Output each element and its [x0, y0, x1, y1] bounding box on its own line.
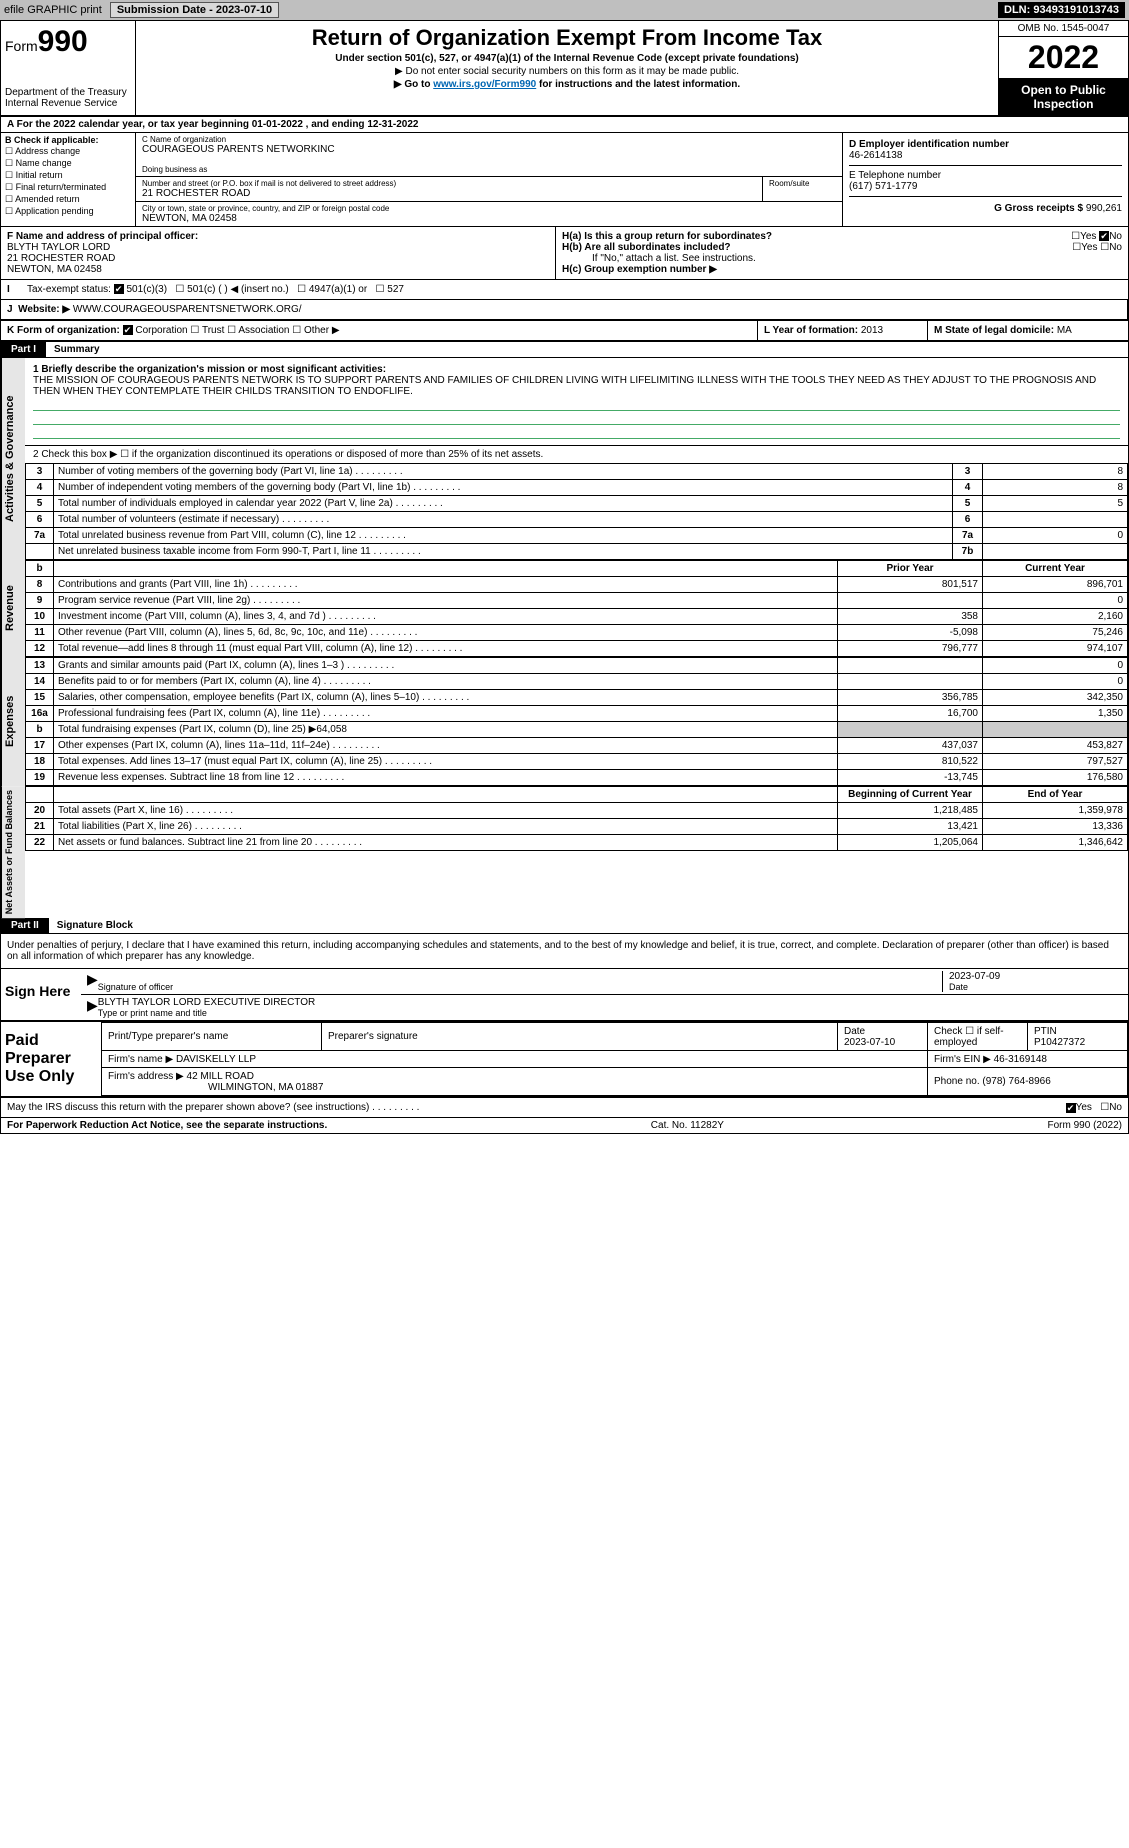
mission-block: 1 Briefly describe the organization's mi…: [25, 358, 1128, 446]
discuss-row: May the IRS discuss this return with the…: [1, 1098, 1128, 1118]
chk-address[interactable]: ☐ Address change: [5, 146, 131, 157]
form-body: Form990 Department of the Treasury Inter…: [0, 20, 1129, 1134]
subtitle-1: Under section 501(c), 527, or 4947(a)(1)…: [144, 53, 990, 64]
arrow-icon: ▶: [87, 997, 98, 1018]
activities-governance: Activities & Governance 1 Briefly descri…: [1, 358, 1128, 560]
top-bar: efile GRAPHIC print Submission Date - 20…: [0, 0, 1129, 20]
part2-header: Part IISignature Block: [1, 918, 1128, 934]
row-m: M State of legal domicile: MA: [928, 321, 1128, 340]
box-e: E Telephone number(617) 571-1779: [849, 166, 1122, 197]
row-f-h: F Name and address of principal officer:…: [1, 227, 1128, 280]
footer: For Paperwork Reduction Act Notice, see …: [1, 1118, 1128, 1133]
website-value: WWW.COURAGEOUSPARENTSNETWORK.ORG/: [73, 304, 302, 315]
sign-here: Sign Here ▶ Signature of officer 2023-07…: [1, 968, 1128, 1020]
row-i: I Tax-exempt status: ✔ 501(c)(3) ☐ 501(c…: [1, 280, 1128, 300]
chk-name[interactable]: ☐ Name change: [5, 158, 131, 169]
rev-table: bPrior YearCurrent Year 8Contributions a…: [25, 560, 1128, 657]
chk-final[interactable]: ☐ Final return/terminated: [5, 182, 131, 193]
open-inspection: Open to Public Inspection: [999, 79, 1128, 115]
room-cell: Room/suite: [763, 177, 843, 202]
dln-label: DLN: 93493191013743: [998, 2, 1125, 18]
submission-date-button[interactable]: Submission Date - 2023-07-10: [110, 2, 279, 18]
subtitle-2: ▶ Do not enter social security numbers o…: [144, 66, 990, 77]
chk-amended[interactable]: ☐ Amended return: [5, 194, 131, 205]
row-k: K Form of organization: ✔ Corporation ☐ …: [1, 321, 758, 340]
tax-year: 2022: [999, 37, 1128, 79]
netassets-section: Net Assets or Fund Balances Beginning of…: [1, 786, 1128, 918]
omb-number: OMB No. 1545-0047: [999, 21, 1128, 37]
paid-preparer: Paid Preparer Use Only Print/Type prepar…: [1, 1020, 1128, 1098]
box-b: B Check if applicable: ☐ Address change …: [1, 133, 136, 226]
mission-text: THE MISSION OF COURAGEOUS PARENTS NETWOR…: [33, 375, 1096, 397]
irs-link[interactable]: www.irs.gov/Form990: [433, 79, 536, 90]
org-name-cell: C Name of organization COURAGEOUS PARENT…: [136, 133, 843, 177]
exp-table: 13Grants and similar amounts paid (Part …: [25, 657, 1128, 786]
revenue-section: Revenue bPrior YearCurrent Year 8Contrib…: [1, 560, 1128, 657]
corp-checked: ✔: [123, 325, 133, 335]
subtitle-3: ▶ Go to www.irs.gov/Form990 for instruct…: [144, 79, 990, 90]
row-a: A For the 2022 calendar year, or tax yea…: [1, 117, 1128, 133]
chk-pending[interactable]: ☐ Application pending: [5, 206, 131, 217]
arrow-icon: ▶: [87, 971, 98, 992]
efile-label: efile GRAPHIC print: [4, 4, 102, 16]
row-j: J Website: ▶ WWW.COURAGEOUSPARENTSNETWOR…: [1, 300, 1128, 321]
part1-header: Part ISummary: [1, 342, 1128, 358]
box-f: F Name and address of principal officer:…: [1, 227, 556, 279]
ha-no-checked: ✔: [1099, 231, 1109, 241]
dept-label: Department of the Treasury Internal Reve…: [5, 87, 131, 109]
box-c: C Name of organization COURAGEOUS PARENT…: [136, 133, 1128, 226]
chk-initial[interactable]: ☐ Initial return: [5, 170, 131, 181]
firm-name: DAVISKELLY LLP: [176, 1054, 256, 1065]
city-cell: City or town, state or province, country…: [136, 202, 843, 226]
block-b-c: B Check if applicable: ☐ Address change …: [1, 133, 1128, 227]
na-table: Beginning of Current YearEnd of Year 20T…: [25, 786, 1128, 851]
discuss-yes-checked: ✔: [1066, 1103, 1076, 1113]
row-l: L Year of formation: 2013: [758, 321, 928, 340]
form-prefix: Form: [5, 38, 38, 54]
gov-table: 3Number of voting members of the governi…: [25, 463, 1128, 560]
501c3-checked: ✔: [114, 284, 124, 294]
expenses-section: Expenses 13Grants and similar amounts pa…: [1, 657, 1128, 786]
form-title: Return of Organization Exempt From Incom…: [144, 25, 990, 51]
form-header: Form990 Department of the Treasury Inter…: [1, 21, 1128, 117]
penalty-text: Under penalties of perjury, I declare th…: [1, 934, 1128, 968]
box-d-e-g: D Employer identification number46-26141…: [843, 133, 1128, 226]
form-number: 990: [38, 25, 88, 58]
prep-name-hdr: Print/Type preparer's name: [102, 1023, 322, 1051]
line2: 2 Check this box ▶ ☐ if the organization…: [25, 446, 1128, 463]
prep-sig-hdr: Preparer's signature: [322, 1023, 838, 1051]
street-cell: Number and street (or P.O. box if mail i…: [136, 177, 763, 202]
header-right: OMB No. 1545-0047 2022 Open to Public In…: [998, 21, 1128, 115]
phone-value: (617) 571-1779: [849, 181, 917, 192]
header-center: Return of Organization Exempt From Incom…: [136, 21, 998, 115]
header-left: Form990 Department of the Treasury Inter…: [1, 21, 136, 115]
box-h: H(a) Is this a group return for subordin…: [556, 227, 1128, 279]
ein-value: 46-2614138: [849, 150, 902, 161]
box-g: G Gross receipts $ 990,261: [849, 197, 1122, 214]
